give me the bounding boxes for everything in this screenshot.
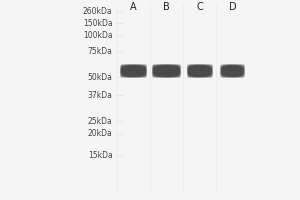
Text: 150kDa: 150kDa: [83, 19, 112, 27]
Text: 25kDa: 25kDa: [88, 116, 112, 126]
Text: 50kDa: 50kDa: [88, 72, 112, 82]
Text: B: B: [163, 2, 170, 12]
Text: 260kDa: 260kDa: [83, 7, 112, 17]
Text: D: D: [229, 2, 236, 12]
Text: C: C: [196, 2, 203, 12]
Text: 15kDa: 15kDa: [88, 152, 112, 160]
Text: 37kDa: 37kDa: [88, 90, 112, 99]
Text: 20kDa: 20kDa: [88, 130, 112, 138]
Text: A: A: [130, 2, 137, 12]
Text: 100kDa: 100kDa: [83, 30, 112, 40]
Text: 75kDa: 75kDa: [88, 46, 112, 55]
